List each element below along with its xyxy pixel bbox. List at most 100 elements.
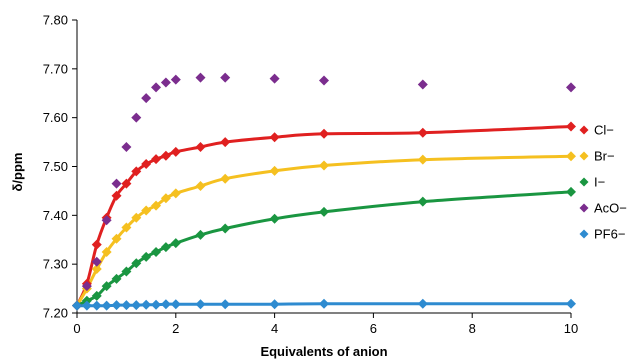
legend-marker xyxy=(579,229,589,239)
data-point xyxy=(170,238,181,249)
data-point xyxy=(195,229,206,240)
data-point xyxy=(319,206,329,217)
data-point xyxy=(160,193,171,204)
data-point xyxy=(319,75,329,86)
legend-marker xyxy=(579,177,589,187)
y-tick-label: 7.40 xyxy=(43,208,68,223)
data-point xyxy=(91,239,102,250)
data-point xyxy=(91,264,102,275)
data-point xyxy=(101,246,112,257)
data-point xyxy=(121,266,132,277)
data-point xyxy=(81,300,92,311)
x-tick-label: 0 xyxy=(73,321,80,336)
data-point xyxy=(417,196,428,207)
y-tick-label: 7.60 xyxy=(43,110,68,125)
data-point xyxy=(121,141,132,152)
data-point xyxy=(220,72,231,83)
data-point xyxy=(151,246,162,257)
data-point xyxy=(160,242,171,253)
x-tick-label: 8 xyxy=(469,321,476,336)
data-point xyxy=(131,258,142,269)
data-point xyxy=(195,181,206,192)
y-tick-label: 7.30 xyxy=(43,257,68,272)
data-point xyxy=(319,298,329,309)
data-point xyxy=(269,299,280,310)
data-point xyxy=(566,121,576,132)
data-point xyxy=(121,300,132,311)
data-point xyxy=(566,82,576,93)
data-point xyxy=(220,299,231,310)
data-point xyxy=(151,154,162,165)
data-point xyxy=(91,290,102,301)
data-point xyxy=(151,82,162,93)
data-point xyxy=(141,93,152,104)
y-axis-title: δ/ppm xyxy=(10,153,25,192)
data-point xyxy=(566,151,576,162)
data-point xyxy=(170,146,181,157)
data-point xyxy=(101,300,112,311)
data-point xyxy=(111,190,122,201)
x-tick-label: 10 xyxy=(564,321,578,336)
data-point xyxy=(91,300,102,311)
y-tick-label: 7.70 xyxy=(43,61,68,76)
data-point xyxy=(319,160,329,171)
data-point xyxy=(269,165,280,176)
data-point xyxy=(131,166,142,177)
data-point xyxy=(269,213,280,224)
data-point xyxy=(111,273,122,284)
data-point xyxy=(131,300,142,311)
legend-label: Cl− xyxy=(594,123,614,138)
data-point xyxy=(160,77,171,88)
data-point xyxy=(151,200,162,211)
data-point xyxy=(220,223,231,234)
x-tick-label: 2 xyxy=(172,321,179,336)
y-tick-label: 7.20 xyxy=(43,306,68,321)
data-point xyxy=(417,127,428,138)
data-point xyxy=(566,186,576,197)
data-point xyxy=(91,256,102,267)
data-point xyxy=(195,141,206,152)
data-point xyxy=(141,159,152,170)
y-axis-ticks: 7.20 7.30 7.40 7.50 7.60 7.70 7.80 xyxy=(43,13,77,321)
data-point xyxy=(170,74,181,85)
data-point xyxy=(121,178,132,189)
data-point xyxy=(131,112,142,123)
data-point xyxy=(220,173,231,184)
legend: Cl− Br− I− AcO− PF6− xyxy=(579,123,627,242)
data-point xyxy=(131,212,142,223)
x-axis-ticks: 0 2 4 6 8 10 xyxy=(73,313,578,336)
legend-label: Br− xyxy=(594,149,615,164)
x-axis-title: Equivalents of anion xyxy=(260,344,387,359)
data-point xyxy=(566,298,576,309)
legend-marker xyxy=(579,203,589,213)
legend-label: AcO− xyxy=(594,201,627,216)
data-point xyxy=(111,233,122,244)
data-point xyxy=(269,132,280,143)
data-point xyxy=(101,215,112,226)
data-point xyxy=(121,222,132,233)
fit-line xyxy=(75,154,572,307)
data-point xyxy=(220,137,231,148)
y-tick-label: 7.50 xyxy=(43,159,68,174)
data-point xyxy=(269,73,280,84)
data-points xyxy=(72,72,576,311)
data-point xyxy=(170,188,181,199)
legend-label: I− xyxy=(594,175,605,190)
legend-marker xyxy=(579,151,589,161)
data-point xyxy=(160,150,171,161)
x-tick-label: 6 xyxy=(370,321,377,336)
data-point xyxy=(111,178,122,189)
legend-label: PF6− xyxy=(594,227,625,242)
x-tick-label: 4 xyxy=(271,321,278,336)
data-point xyxy=(417,79,428,90)
data-point xyxy=(151,299,162,310)
data-point xyxy=(101,281,112,292)
data-point xyxy=(417,154,428,165)
data-point xyxy=(160,299,171,310)
data-point xyxy=(195,72,206,83)
data-point xyxy=(141,251,152,262)
legend-marker xyxy=(579,125,589,135)
data-point xyxy=(141,299,152,310)
data-point xyxy=(111,300,122,311)
